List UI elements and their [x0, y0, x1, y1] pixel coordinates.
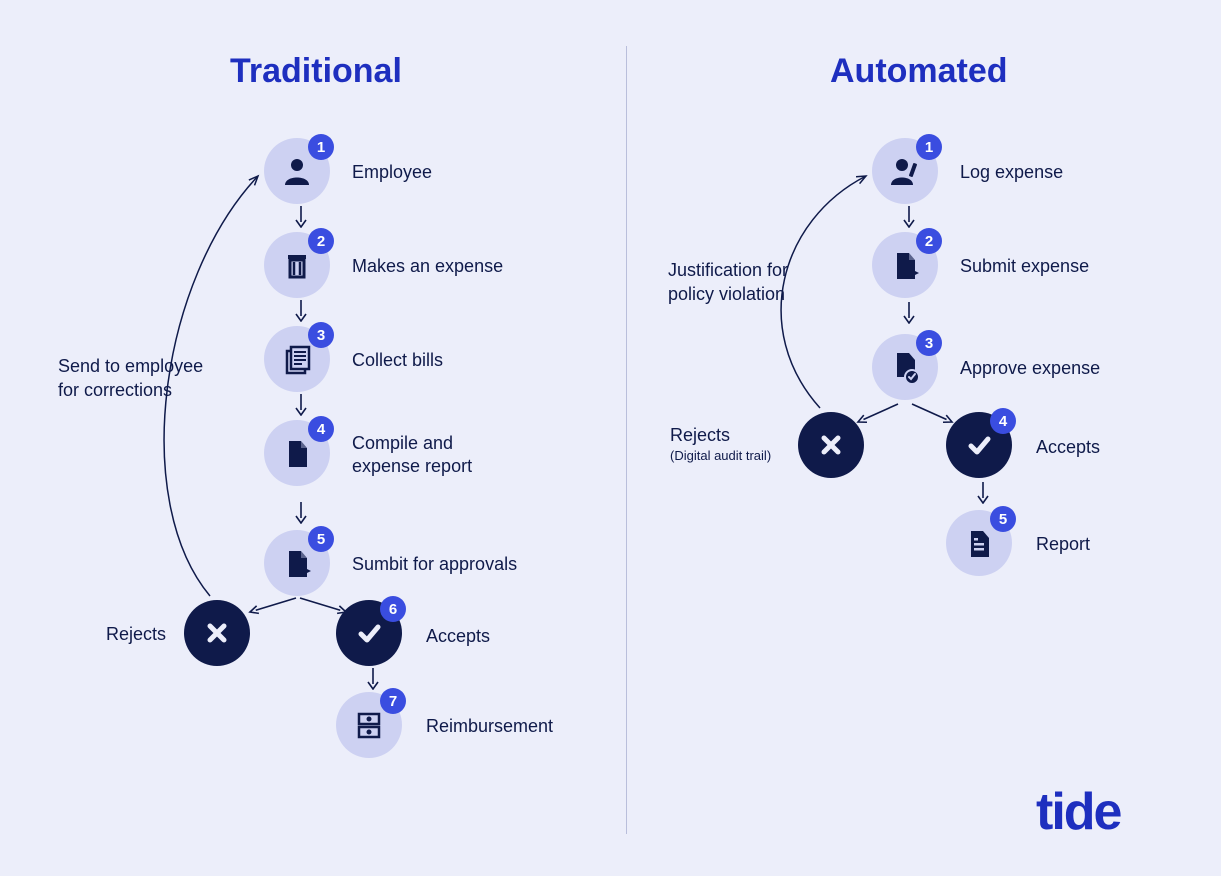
- right-node-5: 5: [946, 510, 1012, 576]
- left-reject-label: Rejects: [106, 623, 166, 646]
- step-badge: 7: [380, 688, 406, 714]
- node-label: Compile and expense report: [352, 432, 472, 477]
- node-label: Submit expense: [960, 255, 1089, 278]
- right-accept-label: Accepts: [1036, 436, 1100, 459]
- step-badge: 4: [308, 416, 334, 442]
- arrow-down-icon: [295, 206, 307, 228]
- step-badge: 5: [308, 526, 334, 552]
- left-node-7: 7: [336, 692, 402, 758]
- node-label: Report: [1036, 533, 1090, 556]
- step-badge: 3: [916, 330, 942, 356]
- step-badge: 5: [990, 506, 1016, 532]
- arrow-down-icon: [295, 394, 307, 416]
- step-badge: 2: [916, 228, 942, 254]
- right-feedback-label: Justification for policy violation: [668, 258, 788, 307]
- right-reject-sublabel: (Digital audit trail): [670, 448, 771, 464]
- report-icon: 5: [946, 510, 1012, 576]
- node-label: Collect bills: [352, 349, 443, 372]
- column-divider: [626, 46, 627, 834]
- node-label: Makes an expense: [352, 255, 503, 278]
- step-badge: 6: [380, 596, 406, 622]
- node-label: Sumbit for approvals: [352, 553, 517, 576]
- left-title: Traditional: [230, 52, 402, 91]
- left-feedback-label: Send to employee for corrections: [58, 354, 203, 403]
- left-accept-label: Accepts: [426, 625, 490, 648]
- node-label: Reimbursement: [426, 715, 553, 738]
- right-reject-label: Rejects: [670, 424, 730, 447]
- arrow-down-icon: [295, 502, 307, 524]
- money-icon: 7: [336, 692, 402, 758]
- tide-logo: tide: [1036, 782, 1120, 842]
- arrow-down-icon: [903, 302, 915, 324]
- arrow-diagonal-icon: [294, 592, 352, 623]
- step-badge: 3: [308, 322, 334, 348]
- step-badge: 2: [308, 228, 334, 254]
- arrow-down-icon: [367, 668, 379, 690]
- arrow-down-icon: [903, 206, 915, 228]
- arrow-down-icon: [295, 300, 307, 322]
- arrow-down-icon: [977, 482, 989, 504]
- node-label: Approve expense: [960, 357, 1100, 380]
- right-title: Automated: [830, 52, 1008, 91]
- arrow-diagonal-icon: [906, 398, 958, 433]
- node-label: Log expense: [960, 161, 1063, 184]
- step-badge: 1: [916, 134, 942, 160]
- node-label: Employee: [352, 161, 432, 184]
- step-badge: 4: [990, 408, 1016, 434]
- step-badge: 1: [308, 134, 334, 160]
